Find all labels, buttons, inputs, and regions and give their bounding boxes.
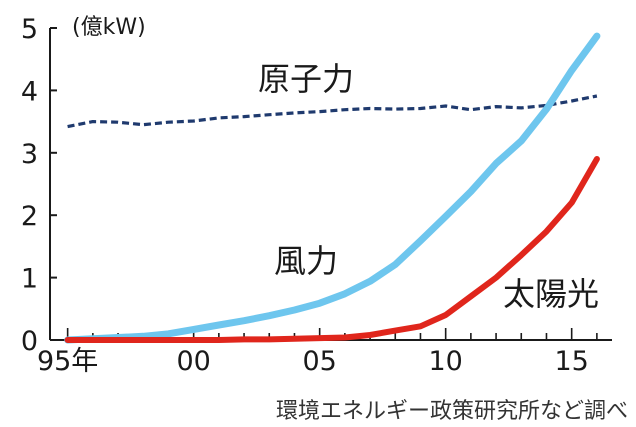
x-tick-label: 10 — [428, 346, 462, 377]
series-line-nuclear — [67, 94, 598, 129]
series-label-solar: 太陽光 — [503, 275, 599, 313]
y-tick-label: 1 — [21, 264, 38, 295]
y-axis-unit-label: (億kW) — [72, 15, 146, 40]
x-tick-label: 95年 — [37, 346, 98, 377]
y-tick-label: 4 — [21, 76, 38, 107]
series-line-wind — [64, 32, 601, 344]
series-line-solar — [64, 156, 600, 343]
labels-layer: (億kW) 原子力 風力 太陽光 環境エネルギー政策研究所など調べ — [72, 15, 628, 424]
y-tick-label: 3 — [21, 139, 38, 170]
x-tick-label: 00 — [176, 346, 210, 377]
series-layer — [64, 32, 601, 344]
y-tick-label: 0 — [21, 326, 38, 357]
series-label-wind: 風力 — [274, 242, 338, 280]
x-tick-label: 05 — [302, 346, 336, 377]
y-tick-label: 2 — [21, 201, 38, 232]
y-tick-label: 5 — [21, 14, 38, 45]
series-label-nuclear: 原子力 — [258, 60, 354, 98]
source-note: 環境エネルギー政策研究所など調べ — [276, 399, 628, 424]
x-tick-label: 15 — [554, 346, 588, 377]
